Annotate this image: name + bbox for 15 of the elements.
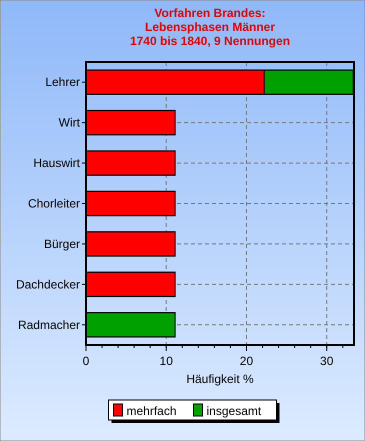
x-tick-label: 10	[160, 354, 174, 368]
legend-label: insgesamt	[206, 404, 262, 418]
y-tick-label: Chorleiter	[28, 196, 80, 210]
legend-label: mehrfach	[126, 404, 177, 418]
x-axis-title: Häufigkeit %	[186, 372, 254, 386]
x-tick-label: 0	[82, 354, 90, 368]
x-tick-label: 20	[240, 354, 254, 368]
y-tick-label: Hauswirt	[33, 156, 81, 170]
y-tick-label: Lehrer	[45, 75, 80, 90]
x-tick-label: 30	[320, 354, 334, 368]
y-tick-label: Radmacher	[18, 318, 80, 332]
y-tick-label: Wirt	[58, 116, 81, 130]
y-tick-label: Bürger	[44, 236, 80, 251]
chart-title: Vorfahren Brandes: Lebensphasen Männer 1740 bis 1840, 9 Nennungen	[130, 6, 290, 48]
y-tick-label: Dachdecker	[16, 277, 80, 292]
